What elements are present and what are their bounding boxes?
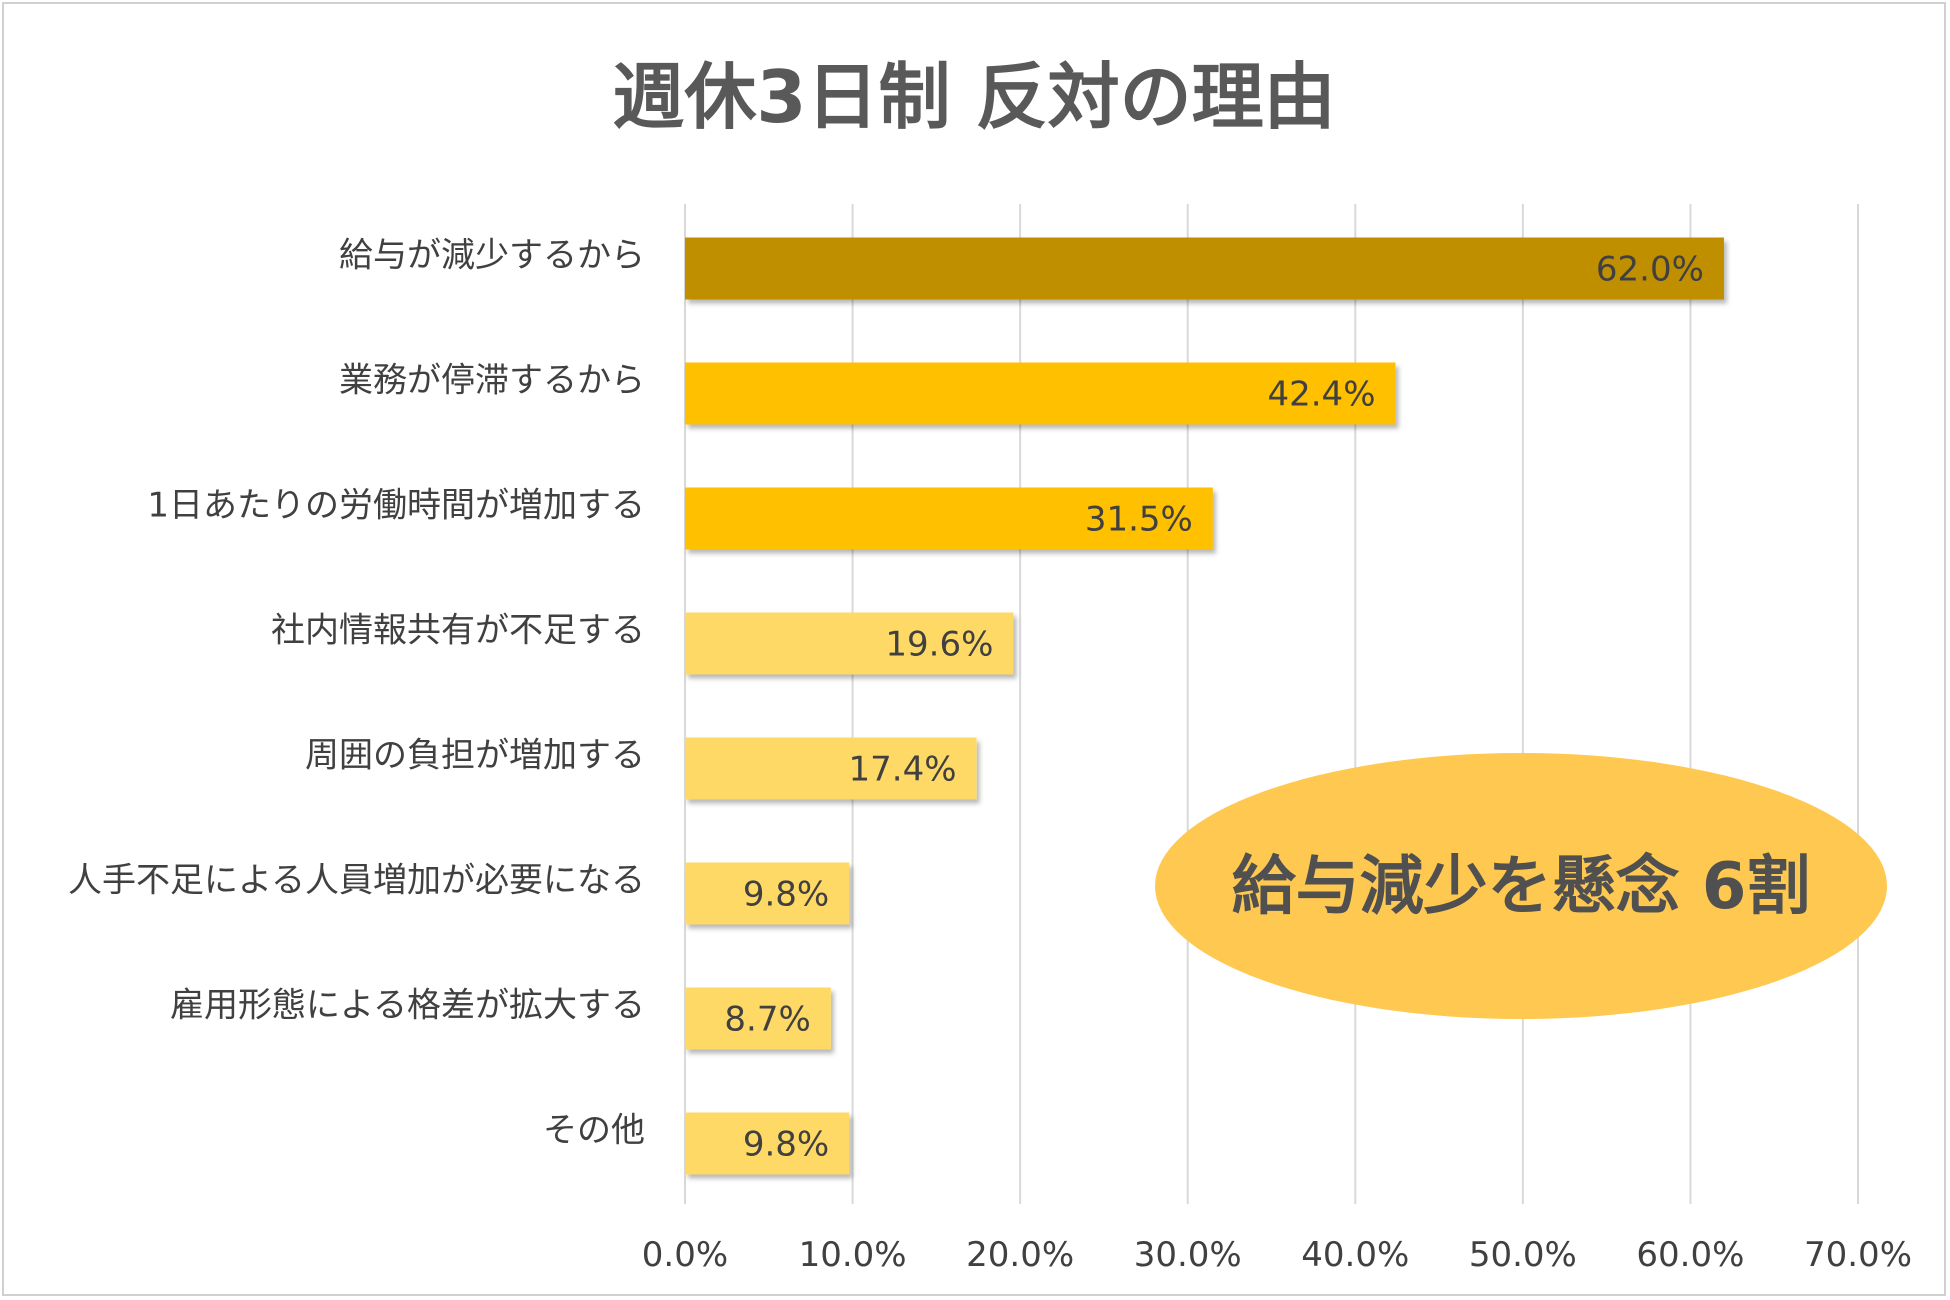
value-label: 8.7% <box>724 1000 810 1040</box>
category-label: 給与が減少するから <box>339 236 645 276</box>
bars: 62.0% 42.4% 31.5% 19.6% 17.4% 9.8% 8.7% 9.8% <box>685 237 1724 1175</box>
bar-chart: 週休3日制 反対の理由 62.0% 42.4% 31.5% 19.6% 17.4% 9.8… <box>68 55 1912 1275</box>
x-tick-label: 10.0% <box>799 1235 907 1275</box>
callout-text: 給与減少を懸念 6割 <box>1232 850 1811 924</box>
x-tick-label: 40.0% <box>1301 1235 1409 1275</box>
x-tick-label: 60.0% <box>1636 1235 1744 1275</box>
value-label: 42.4% <box>1267 375 1375 415</box>
bar <box>685 862 850 925</box>
gridlines <box>684 204 1859 1204</box>
value-label: 31.5% <box>1085 500 1193 540</box>
callout-ellipse <box>1155 753 1887 1019</box>
value-label: 62.0% <box>1596 250 1704 290</box>
x-tick-label: 20.0% <box>966 1235 1074 1275</box>
bar <box>685 237 1724 300</box>
category-label: 雇用形態による格差が拡大する <box>170 986 645 1026</box>
bar <box>685 737 977 800</box>
x-tick-label: 0.0% <box>642 1235 728 1275</box>
category-label: 人手不足による人員増加が必要になる <box>68 861 645 901</box>
x-tick-label: 50.0% <box>1469 1235 1577 1275</box>
x-tick-label: 30.0% <box>1134 1235 1242 1275</box>
x-axis-tick-labels: 0.0% 10.0% 20.0% 30.0% 40.0% 50.0% 60.0% 70.0% <box>642 1235 1912 1275</box>
annotation-callout: 給与減少を懸念 6割 <box>1155 753 1887 1019</box>
bar <box>685 987 831 1050</box>
category-label: 1日あたりの労働時間が増加する <box>147 486 645 526</box>
category-label: 社内情報共有が不足する <box>271 611 645 651</box>
chart-title: 週休3日制 反対の理由 <box>612 55 1335 139</box>
value-label: 19.6% <box>885 625 993 665</box>
category-label: 周囲の負担が増加する <box>305 736 645 776</box>
value-label: 17.4% <box>849 750 957 790</box>
bar <box>685 612 1014 675</box>
value-label: 9.8% <box>743 875 829 915</box>
bar <box>685 487 1213 550</box>
category-label: その他 <box>543 1111 645 1151</box>
bar <box>685 1112 850 1175</box>
value-label: 9.8% <box>743 1125 829 1165</box>
x-tick-label: 70.0% <box>1804 1235 1912 1275</box>
bar <box>685 362 1396 425</box>
category-label: 業務が停滞するから <box>339 361 645 401</box>
